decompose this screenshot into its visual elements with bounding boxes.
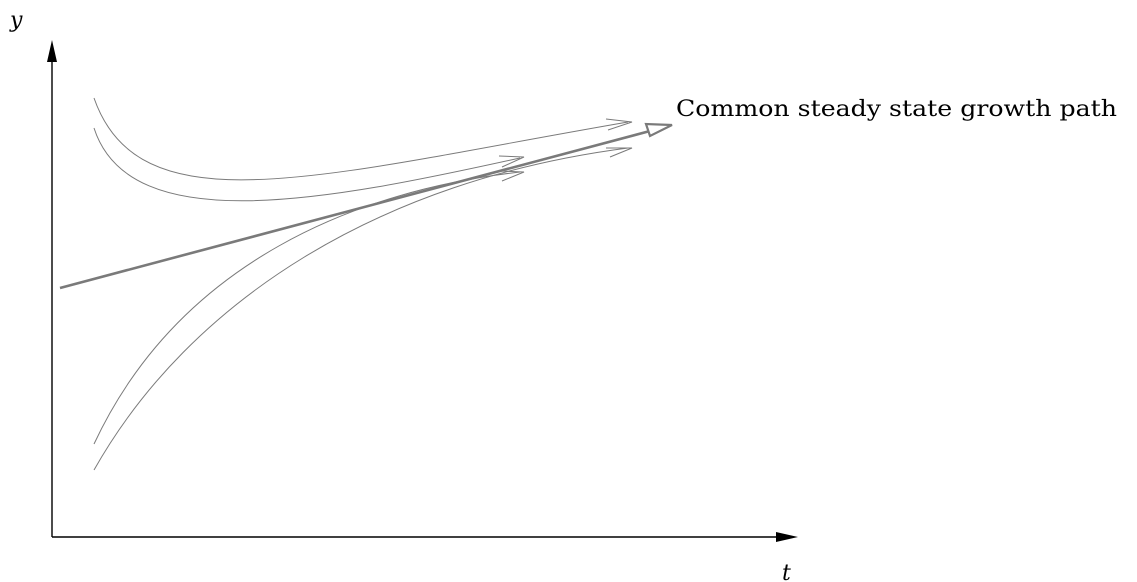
path-above-2-arrowhead [498,155,525,168]
y-axis-label: y [9,8,23,33]
x-axis-label: t [782,561,791,582]
steady-state-label: Common steady state growth path [676,97,1117,122]
path-below-2-arrowhead [606,147,633,158]
steady-state-arrowhead [644,122,673,138]
y-axis-arrowhead [47,40,57,62]
path-above-2 [93,127,521,202]
paths-from-below [93,147,633,471]
axes [47,40,798,542]
path-below-2 [93,147,629,471]
path-above-1 [93,97,629,181]
path-below-1 [93,171,521,445]
paths-from-above [93,97,633,202]
steady-state-line [59,129,651,290]
path-above-1-arrowhead [605,118,633,131]
steady-state-path [59,122,673,290]
x-axis-arrowhead [776,532,798,542]
